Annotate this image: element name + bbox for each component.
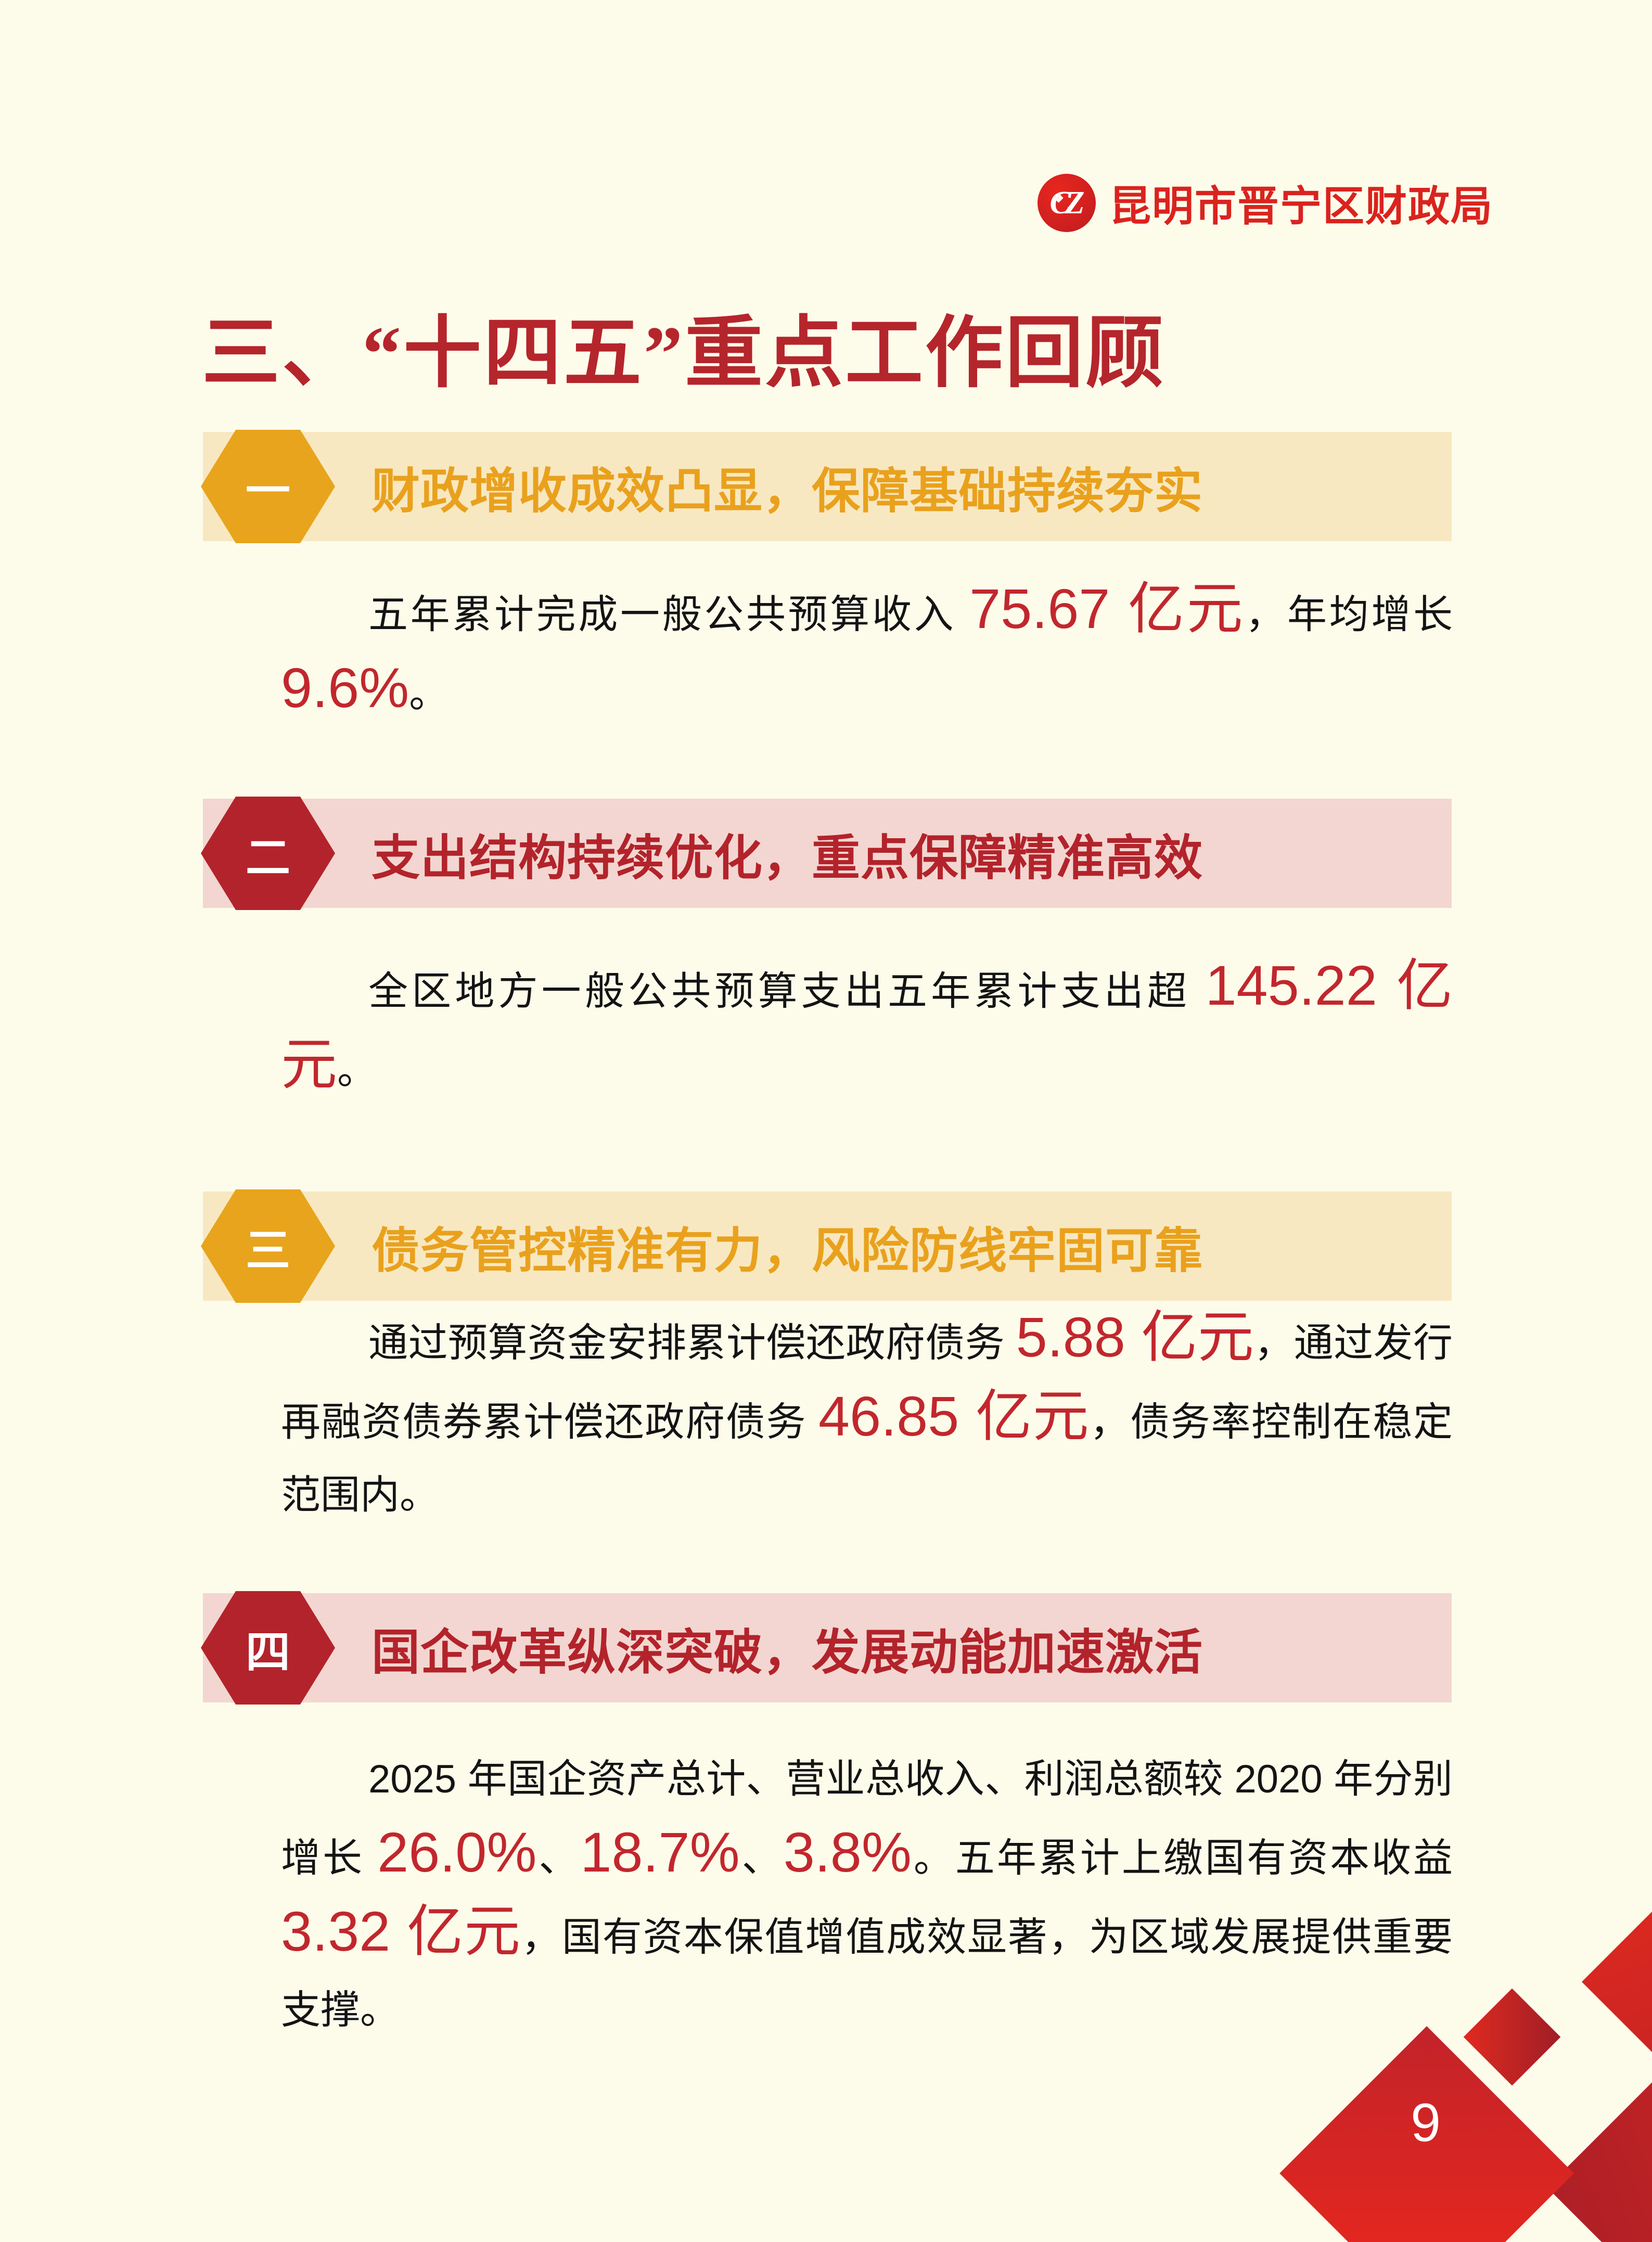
body-text-segment: 、: [536, 1836, 581, 1880]
decor-diamond-small: [1463, 1988, 1561, 2086]
section-title: 国企改革纵深突破，发展动能加速激活: [372, 1625, 1203, 1680]
highlight-number: 9.6%: [281, 656, 409, 719]
org-name: 昆明市晋宁区财政局: [1109, 183, 1493, 229]
section-number: 一: [246, 466, 290, 516]
section-banner-2: 二 支出结构持续优化，重点保障精准高效: [201, 797, 1452, 910]
section-body: 通过预算资金安排累计偿还政府债务 5.88 亿元，通过发行再融资债券累计偿还政府…: [281, 1301, 1453, 1532]
page-number: 9: [1411, 2093, 1441, 2153]
body-text-segment: 通过预算资金安排累计偿还政府债务: [368, 1321, 1016, 1365]
body-text-segment: ，债务率控制在稳定范围内。: [281, 1400, 1453, 1517]
section-title: 债务管控精准有力，风险防线牢固可靠: [372, 1223, 1203, 1278]
hexagon-badge-icon: 四: [201, 1591, 335, 1705]
section-body: 2025 年国企资产总计、营业总收入、利润总额较 2020 年分别增长 26.0…: [281, 1743, 1453, 2047]
section-number: 二: [246, 832, 290, 883]
section-banner-4: 四 国企改革纵深突破，发展动能加速激活: [201, 1591, 1452, 1705]
highlight-number: 75.67 亿元: [969, 577, 1246, 640]
highlight-number: 5.88 亿元: [1016, 1305, 1254, 1368]
body-text-segment: 。: [337, 1048, 377, 1093]
hexagon-badge-icon: 一: [201, 430, 335, 543]
section-number: 四: [246, 1627, 290, 1677]
body-text-segment: 全区地方一般公共预算支出五年累计支出超: [368, 969, 1206, 1014]
section-title: 财政增收成效凸显，保障基础持续夯实: [372, 464, 1203, 518]
finance-bureau-logo: CZ: [1038, 174, 1096, 232]
page-title: 三、“十四五”重点工作回顾: [202, 311, 1166, 397]
body-text-segment: 五年累计完成一般公共预算收入: [368, 593, 970, 637]
hexagon-badge-icon: 二: [201, 797, 335, 910]
section-body: 五年累计完成一般公共预算收入 75.67 亿元，年均增长 9.6%。: [281, 572, 1453, 731]
section-body: 全区地方一般公共预算支出五年累计支出超 145.22 亿元。: [281, 949, 1453, 1107]
body-text-segment: 、: [739, 1836, 784, 1880]
decor-diamond-corner-upper: [1582, 1827, 1652, 2136]
body-text-segment: 。五年累计上缴国有资本收益: [911, 1836, 1453, 1880]
section-title: 支出结构持续优化，重点保障精准高效: [372, 830, 1203, 885]
body-text-segment: 。: [409, 672, 449, 716]
page-header: CZ 昆明市晋宁区财政局: [0, 172, 1493, 234]
highlight-number: 3.8%: [783, 1821, 912, 1884]
body-text-segment: ，国有资本保值增值成效显著，为区域发展提供重要支撑。: [281, 1915, 1453, 2032]
section-banner-1: 一 财政增收成效凸显，保障基础持续夯实: [201, 430, 1452, 543]
body-text-segment: ，通过发行再融资债券累计偿还政府债务: [281, 1321, 1453, 1444]
hexagon-badge-icon: 三: [201, 1189, 335, 1303]
body-text-segment: 2025 年国企资产总计、营业总收入、利润总额较 2020 年分别增长: [281, 1757, 1453, 1880]
highlight-number: 18.7%: [580, 1821, 740, 1884]
highlight-number: 26.0%: [377, 1821, 537, 1884]
highlight-number: 3.32 亿元: [281, 1900, 521, 1963]
logo-cz-monogram: CZ: [1049, 185, 1084, 221]
section-banner-3: 三 债务管控精准有力，风险防线牢固可靠: [201, 1189, 1452, 1303]
highlight-number: 46.85 亿元: [818, 1385, 1090, 1447]
highlight-number: 145.22 亿元: [281, 954, 1453, 1096]
body-text-segment: ，年均增长: [1245, 593, 1453, 637]
section-number: 三: [246, 1225, 290, 1276]
